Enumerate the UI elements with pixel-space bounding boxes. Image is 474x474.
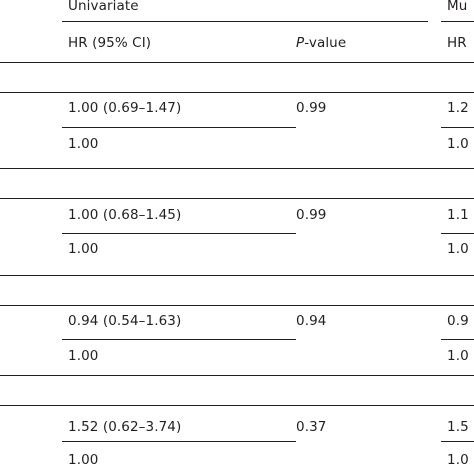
group-header-rule-multi [441, 21, 474, 22]
section-rule [0, 168, 474, 169]
hr-cell: 1.52 (0.62–3.74) [68, 419, 182, 435]
hr-cell: 1.00 (0.68–1.45) [68, 207, 182, 223]
inner-row-rule [62, 233, 296, 234]
p-value-column-header: P-value [296, 35, 346, 51]
inner-row-rule [62, 127, 296, 128]
section-rule [0, 198, 474, 199]
p-value-cell: 0.99 [296, 207, 327, 223]
hr-multi-cell: 1.2 [447, 100, 469, 116]
p-italic: P [296, 35, 305, 51]
hr-multi-cell: 0.9 [447, 313, 469, 329]
hr-cell: 1.00 [68, 348, 99, 364]
hr-cell: 1.00 [68, 136, 99, 152]
section-rule [0, 92, 474, 93]
univariate-group-header: Univariate [68, 0, 139, 14]
section-rule [0, 275, 474, 276]
inner-row-rule [62, 339, 296, 340]
p-value-cell: 0.37 [296, 419, 327, 435]
hr-multi-cell: 1.0 [447, 241, 469, 257]
hr-cell: 0.94 (0.54–1.63) [68, 313, 182, 329]
multivariate-group-header: Mu [447, 0, 468, 14]
p-value-suffix: -value [304, 35, 347, 51]
p-value-cell: 0.94 [296, 313, 327, 329]
group-header-rule [62, 21, 428, 22]
section-rule [0, 305, 474, 306]
hr-cell: 1.00 [68, 241, 99, 257]
section-rule [0, 375, 474, 376]
inner-row-rule-multi [441, 127, 474, 128]
hr-cell: 1.00 (0.69–1.47) [68, 100, 182, 116]
inner-row-rule [62, 441, 296, 442]
hr-cell: 1.00 [68, 452, 99, 468]
section-rule [0, 405, 474, 406]
hr-column-header: HR (95% CI) [68, 35, 152, 51]
inner-row-rule-multi [441, 339, 474, 340]
hr-multi-cell: 1.1 [447, 207, 469, 223]
hr-multi-cell: 1.5 [447, 419, 469, 435]
hr-multi-cell: 1.0 [447, 452, 469, 468]
hr-multi-cell: 1.0 [447, 136, 469, 152]
hr-multi-cell: 1.0 [447, 348, 469, 364]
p-value-cell: 0.99 [296, 100, 327, 116]
inner-row-rule-multi [441, 441, 474, 442]
inner-row-rule-multi [441, 233, 474, 234]
column-header-rule [0, 62, 474, 63]
hr-multi-column-header: HR [447, 35, 467, 51]
